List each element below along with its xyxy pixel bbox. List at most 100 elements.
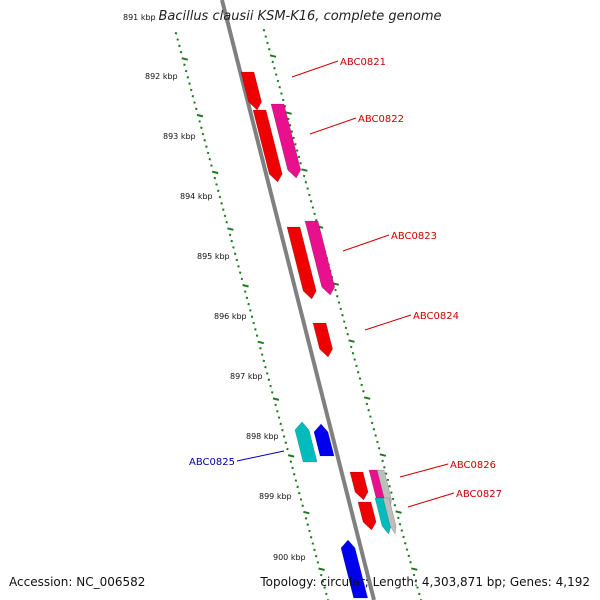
inner-tick — [174, 32, 178, 35]
outer-tick — [304, 181, 308, 184]
outer-tick — [386, 478, 390, 482]
outer-tick — [308, 193, 311, 197]
outer-tick — [341, 314, 344, 317]
inner-tick — [232, 246, 235, 249]
inner-tick — [203, 139, 206, 142]
gene-label-abc0822: ABC0822 — [358, 114, 404, 125]
gene-labels: ABC0821 ABC0822 ABC0823 ABC0824 ABC0825 ABC08… — [189, 57, 502, 500]
inner-tick — [271, 391, 274, 394]
position-labels: 891 kbp 892 kbp 893 kbp 894 kbp 895 kbp 896 k… — [123, 13, 306, 562]
outer-tick — [377, 447, 381, 450]
outer-tick — [369, 415, 372, 418]
inner-tick — [267, 378, 271, 381]
inner-tick — [298, 491, 301, 495]
inner-tick — [292, 473, 296, 476]
inner-tick — [303, 510, 310, 515]
inner-tick — [259, 347, 262, 350]
inner-tick — [294, 479, 298, 482]
inner-tick — [306, 523, 309, 526]
outer-tick — [274, 73, 278, 76]
inner-tick — [323, 586, 326, 589]
outer-tick — [358, 377, 362, 380]
outer-tick — [288, 124, 292, 127]
inner-tick — [279, 422, 282, 426]
gene-arrow — [374, 497, 392, 535]
outer-tick — [299, 162, 302, 165]
outer-tick — [402, 535, 405, 539]
inner-tick — [230, 239, 233, 243]
outer-tick — [407, 554, 411, 558]
outer-tick — [414, 580, 418, 583]
inner-tick — [287, 454, 295, 458]
gene-arrow — [340, 539, 369, 599]
inner-tick — [191, 95, 195, 98]
kbp-label: 895 kbp — [197, 252, 230, 261]
outer-tick — [313, 212, 316, 216]
inner-tick — [240, 277, 244, 281]
inner-tick — [195, 107, 198, 111]
inner-tick — [274, 403, 277, 407]
inner-tick — [186, 76, 190, 79]
inner-tick — [181, 57, 188, 61]
outer-tick — [416, 586, 419, 589]
outer-tick — [346, 333, 349, 336]
kbp-label: 896 kbp — [214, 312, 247, 321]
inner-tick — [227, 227, 234, 231]
kbp-label: 897 kbp — [230, 372, 263, 381]
inner-tick — [311, 542, 315, 545]
outer-tick — [405, 548, 409, 551]
outer-tick — [400, 529, 404, 532]
outer-tick — [301, 168, 308, 172]
inner-tick — [208, 158, 212, 161]
inner-tick — [247, 302, 250, 306]
inner-tick — [215, 183, 218, 186]
inner-tick — [314, 554, 318, 558]
gene-label-abc0827: ABC0827 — [456, 489, 502, 500]
outer-tick — [306, 187, 309, 190]
gene-label-abc0826: ABC0826 — [450, 460, 496, 471]
leader-line — [291, 60, 339, 78]
outer-tick — [297, 155, 301, 159]
outer-tick — [280, 92, 283, 95]
inner-tick — [272, 397, 280, 401]
kbp-label: 892 kbp — [145, 72, 178, 81]
kbp-label: 900 kbp — [273, 553, 306, 562]
accession-text: Accession: NC_006582 — [9, 575, 146, 589]
outer-tick — [390, 491, 393, 494]
outer-tick — [267, 48, 271, 51]
leader-line — [236, 450, 285, 462]
outer-tick — [351, 352, 355, 355]
inner-tick — [178, 44, 181, 48]
kbp-label: 894 kbp — [180, 192, 213, 201]
inner-tick — [276, 410, 279, 413]
inner-tick — [320, 573, 323, 577]
inner-tick — [235, 258, 239, 262]
inner-tick — [309, 536, 313, 539]
outer-tick — [367, 409, 370, 412]
inner-tick — [211, 170, 219, 175]
inner-tick — [223, 214, 227, 218]
inner-tick — [242, 284, 249, 288]
inner-tick — [282, 435, 286, 438]
inner-tick — [200, 126, 203, 129]
outer-tick — [365, 402, 369, 406]
outer-tick — [384, 472, 388, 475]
inner-tick — [262, 359, 266, 363]
inner-tick — [201, 132, 205, 136]
outer-tick — [273, 67, 276, 70]
inner-tick — [252, 321, 255, 325]
inner-tick — [176, 38, 179, 41]
outer-tick — [381, 459, 384, 463]
gene-label-abc0824: ABC0824 — [413, 311, 459, 322]
inner-tick — [244, 290, 247, 293]
leader-line — [399, 463, 449, 478]
inner-tick — [264, 365, 267, 369]
outer-tick — [363, 396, 371, 400]
inner-tick — [316, 561, 320, 564]
outer-tick — [356, 371, 360, 374]
inner-tick — [213, 176, 217, 180]
inner-tick — [216, 189, 220, 192]
outer-tick — [418, 592, 421, 596]
inner-tick — [281, 428, 284, 432]
genome-backbone — [220, 0, 376, 600]
